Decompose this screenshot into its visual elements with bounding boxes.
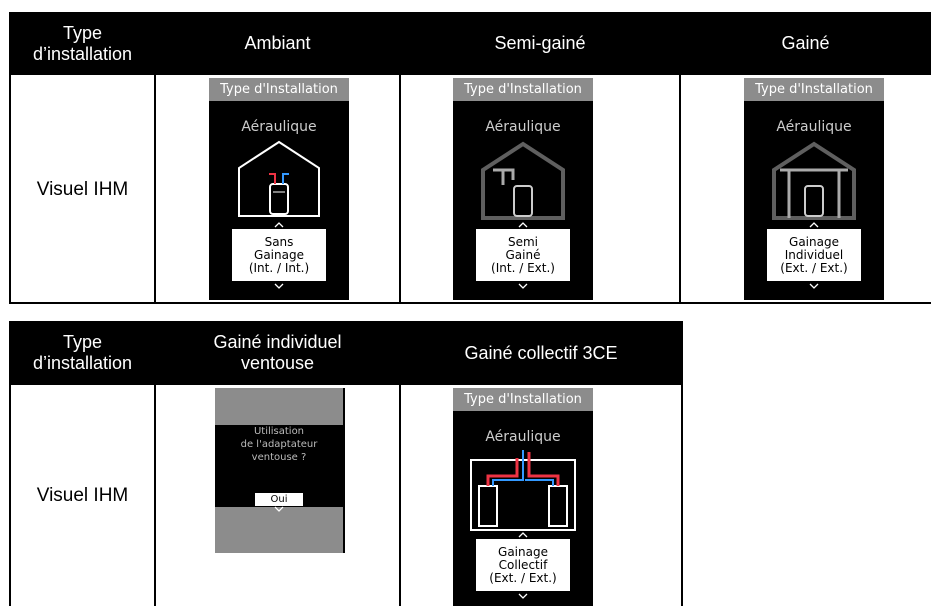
icon [274, 222, 284, 228]
screen-top [215, 388, 343, 425]
text-line: ventouse ? [251, 452, 307, 463]
text-line: (Int. / Int.) [248, 260, 310, 275]
text-line: de l'adaptateur [240, 439, 318, 450]
cell-border [399, 321, 401, 606]
screen-bottom [215, 507, 343, 553]
cell-border [154, 12, 156, 304]
screen-title: Type d'Installation [744, 78, 884, 101]
icon [809, 222, 819, 228]
cell-border [10, 302, 931, 304]
header-cell: Gainé [680, 12, 931, 75]
text-line: Semi [507, 234, 539, 249]
screen-subtitle: Aéraulique [485, 429, 561, 445]
icon [238, 140, 320, 217]
option-box: Gainage Individuel (Ext. / Ext.) [767, 229, 861, 281]
text-line: Gainé [505, 247, 541, 262]
text-line: Sans [264, 234, 294, 249]
icon [274, 283, 284, 289]
text-line: Gainage [498, 544, 548, 559]
screen: Type d'Installation Aéraulique Semi Gainé(… [453, 78, 593, 300]
screen-title: Type d'Installation [453, 78, 593, 101]
screen-title: Type d'Installation [209, 78, 349, 101]
screen: Type d'Installation Aéraulique Gainage Col… [453, 388, 593, 606]
icon [518, 222, 528, 228]
text-line: d’installation [32, 43, 133, 64]
text-line: Ambiant [244, 33, 311, 53]
text-line: Collectif [498, 557, 548, 572]
header-cell: Gainé collectif 3CE [400, 321, 682, 385]
cell-border [679, 12, 681, 304]
header-cell: Type d’installation [10, 321, 155, 385]
option-box: Sans Gainage (Int. / Int.) [232, 229, 326, 281]
screen-title: Type d'Installation [453, 388, 593, 411]
text-line: Gainé collectif 3CE [464, 342, 618, 363]
screen: Utilisation de l'adaptateur ventouse ? Oui [215, 388, 345, 553]
screen-subtitle: Aéraulique [485, 119, 561, 135]
cell-border [681, 321, 683, 606]
text-line: (Int. / Ext.) [491, 260, 555, 275]
screen-subtitle: Aéraulique [776, 119, 852, 135]
button: Oui [255, 493, 303, 506]
row-label: Visuel IHM [36, 484, 129, 506]
text-line: ventouse [240, 353, 315, 373]
text-line: Type [62, 332, 103, 352]
header-cell: Gainé individuel ventouse [155, 321, 400, 385]
header-cell: Type d’installation [10, 12, 155, 75]
text-line: Utilisation [253, 426, 305, 437]
text-line: Gainage [789, 234, 839, 249]
text-line: (Ext. / Ext.) [780, 260, 848, 275]
icon [772, 141, 856, 220]
cell-border [154, 321, 156, 606]
text-line: Gainé [781, 33, 830, 53]
cell-border [9, 12, 11, 304]
header-row [10, 12, 931, 75]
screen: Type d'Installation Aéraulique Gainage Ind… [744, 78, 884, 300]
row-label: Visuel IHM [36, 178, 129, 200]
cell-border [9, 321, 11, 606]
icon [809, 283, 819, 289]
icon [518, 283, 528, 289]
text-line: Gainé individuel [213, 332, 342, 352]
icon [274, 506, 284, 512]
option-box: Semi Gainé (Int. / Ext.) [476, 229, 570, 281]
icon [481, 141, 565, 220]
cell-border [399, 12, 401, 304]
header-row [10, 321, 682, 385]
text-line: d’installation [32, 353, 133, 373]
icon [470, 450, 576, 531]
icon [518, 593, 528, 599]
prompt: Utilisation de l'adaptateur ventouse ? [215, 425, 343, 464]
screen-subtitle: Aéraulique [241, 119, 317, 135]
text-line: Gainage [254, 247, 304, 262]
text-line: (Ext. / Ext.) [489, 570, 557, 585]
text-line: Semi-gainé [494, 33, 586, 53]
header-cell: Semi-gainé [400, 12, 680, 75]
screen: Type d'Installation Aéraulique Sans Gainag… [209, 78, 349, 300]
header-cell: Ambiant [155, 12, 400, 75]
text-line: Type [62, 22, 103, 43]
text-line: Individuel [784, 247, 844, 262]
option-box: Gainage Collectif (Ext. / Ext.) [476, 539, 570, 591]
icon [518, 532, 528, 538]
